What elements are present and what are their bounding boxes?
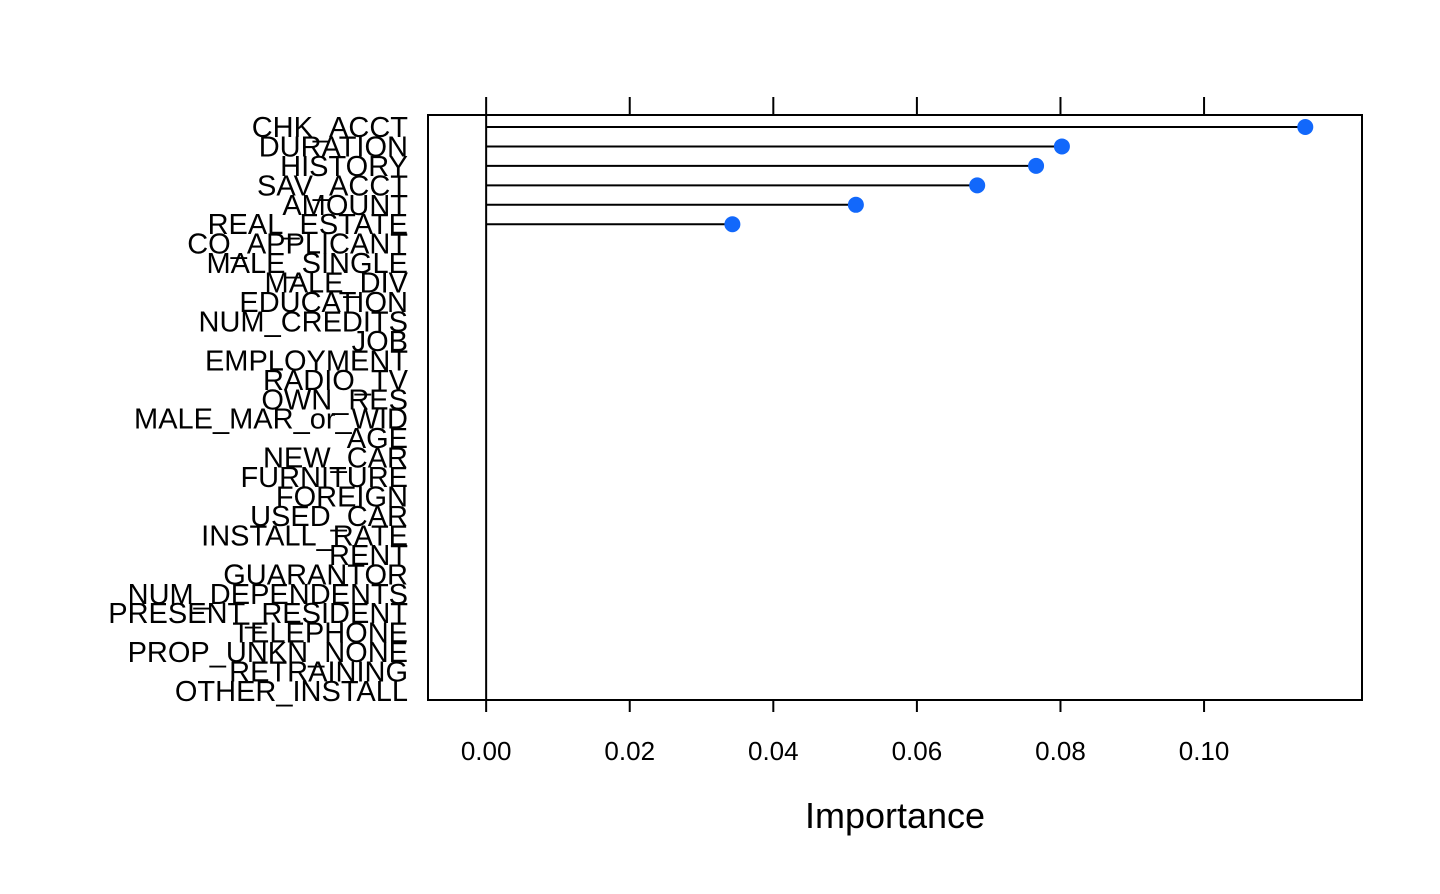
y-tick-label: RETRAINING bbox=[229, 657, 408, 689]
y-tick-label: RADIO_TV bbox=[263, 365, 409, 397]
y-tick-label: MALE_MAR_or_WID bbox=[134, 404, 408, 436]
x-tick-label: 0.06 bbox=[892, 736, 943, 766]
y-tick-label: EDUCATION bbox=[239, 287, 408, 319]
y-tick-label: NUM_CREDITS bbox=[199, 306, 408, 338]
y-tick-label: MALE_DIV bbox=[265, 268, 409, 300]
y-tick-label: CO_APPLICANT bbox=[187, 229, 408, 261]
y-tick-label: AMOUNT bbox=[282, 190, 408, 222]
dot bbox=[1297, 119, 1314, 135]
dot bbox=[1053, 138, 1070, 155]
y-tick-label: RENT bbox=[329, 540, 408, 572]
y-tick-label: OWN_RES bbox=[261, 384, 408, 416]
y-tick-label: HISTORY bbox=[280, 151, 408, 183]
y-tick-label: INSTALL_RATE bbox=[201, 520, 408, 552]
y-tick-label: REAL_ESTATE bbox=[208, 209, 408, 241]
dot bbox=[724, 216, 741, 233]
plot-frame bbox=[427, 114, 1363, 701]
y-tick-label: PRESENT_RESIDENT bbox=[108, 598, 408, 630]
x-axis-label: Importance bbox=[805, 795, 985, 836]
y-tick-label: NEW_CAR bbox=[263, 443, 408, 475]
y-tick-label: FOREIGN bbox=[276, 482, 408, 514]
y-tick-label: TELEPHONE bbox=[232, 618, 408, 650]
x-tick-label: 0.08 bbox=[1035, 736, 1086, 766]
y-tick-label: NUM_DEPENDENTS bbox=[128, 579, 408, 611]
x-tick-label: 0.04 bbox=[748, 736, 799, 766]
x-tick-label: 0.00 bbox=[461, 736, 512, 766]
y-tick-label: GUARANTOR bbox=[223, 559, 408, 591]
y-tick-label: USED_CAR bbox=[250, 501, 408, 533]
y-tick-label: OTHER_INSTALL bbox=[175, 676, 408, 708]
x-tick-label: 0.10 bbox=[1179, 736, 1230, 766]
y-tick-label: JOB bbox=[352, 326, 408, 358]
y-tick-label: CHK_ACCT bbox=[252, 112, 409, 144]
y-tick-label: EMPLOYMENT bbox=[205, 345, 408, 377]
dot bbox=[847, 196, 864, 213]
y-tick-label: MALE_SINGLE bbox=[207, 248, 408, 280]
y-tick-label: FURNITURE bbox=[240, 462, 408, 494]
dot bbox=[969, 177, 986, 194]
y-tick-label: SAV_ACCT bbox=[257, 170, 408, 202]
x-tick-label: 0.02 bbox=[604, 736, 655, 766]
y-tick-label: AGE bbox=[347, 423, 408, 455]
y-tick-label: DURATION bbox=[259, 131, 408, 163]
dot bbox=[1028, 157, 1045, 174]
y-tick-label: PROP_UNKN_NONE bbox=[128, 637, 408, 669]
